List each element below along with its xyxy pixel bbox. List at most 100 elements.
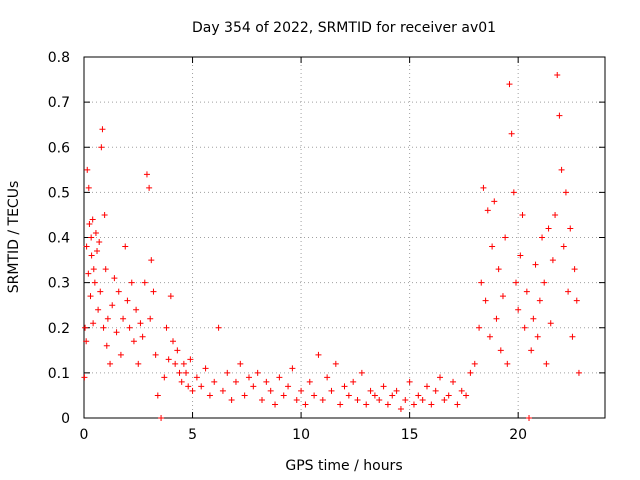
- data-point: [293, 396, 300, 403]
- data-point: [482, 297, 489, 304]
- data-point: [126, 324, 133, 331]
- data-point: [480, 184, 487, 191]
- data-point: [319, 396, 326, 403]
- data-point: [185, 383, 192, 390]
- data-point: [87, 293, 94, 300]
- data-point: [96, 239, 103, 246]
- data-point: [560, 243, 567, 250]
- data-point: [467, 369, 474, 376]
- data-point: [573, 297, 580, 304]
- data-point: [198, 383, 205, 390]
- data-point: [415, 392, 422, 399]
- x-tick-label: 5: [188, 427, 197, 443]
- y-tick-label: 0.3: [48, 276, 70, 292]
- data-point: [489, 243, 496, 250]
- grid: [84, 57, 605, 418]
- data-point: [211, 378, 218, 385]
- y-tick-label: 0.1: [48, 366, 70, 382]
- data-point: [202, 365, 209, 372]
- data-point: [539, 234, 546, 241]
- data-point: [137, 320, 144, 327]
- data-point: [454, 401, 461, 408]
- data-point: [237, 360, 244, 367]
- data-point: [478, 279, 485, 286]
- data-point: [85, 270, 92, 277]
- data-point: [83, 338, 90, 345]
- x-axis-label: GPS time / hours: [285, 458, 402, 474]
- x-tick-label: 0: [80, 427, 89, 443]
- data-point: [89, 216, 96, 223]
- data-point: [569, 333, 576, 340]
- data-point: [167, 293, 174, 300]
- data-point: [104, 315, 111, 322]
- data-point: [86, 220, 93, 227]
- data-point: [332, 360, 339, 367]
- data-point: [148, 257, 155, 264]
- data-point: [437, 374, 444, 381]
- data-point: [174, 347, 181, 354]
- data-point: [445, 392, 452, 399]
- data-point: [178, 378, 185, 385]
- data-point: [163, 324, 170, 331]
- data-point: [328, 387, 335, 394]
- data-point: [556, 112, 563, 119]
- data-point: [515, 306, 522, 313]
- data-point: [486, 333, 493, 340]
- data-point: [100, 324, 107, 331]
- data-point: [146, 184, 153, 191]
- data-point: [410, 401, 417, 408]
- data-point: [285, 383, 292, 390]
- data-point: [101, 211, 108, 218]
- data-point: [521, 324, 528, 331]
- data-point: [103, 342, 110, 349]
- data-point: [154, 392, 161, 399]
- data-point: [552, 211, 559, 218]
- y-tick-label: 0.4: [48, 231, 70, 247]
- data-point: [90, 320, 97, 327]
- data-point: [315, 351, 322, 358]
- data-point: [547, 320, 554, 327]
- data-point: [311, 392, 318, 399]
- y-tick-label: 0.2: [48, 321, 70, 337]
- data-point: [419, 396, 426, 403]
- data-point: [241, 392, 248, 399]
- data-point: [176, 369, 183, 376]
- data-point: [393, 387, 400, 394]
- data-point: [397, 405, 404, 412]
- data-point: [172, 360, 179, 367]
- data-point: [276, 374, 283, 381]
- data-point: [463, 392, 470, 399]
- data-point: [512, 279, 519, 286]
- data-point: [84, 166, 91, 173]
- data-point: [567, 225, 574, 232]
- data-point: [571, 266, 578, 273]
- data-point: [92, 229, 99, 236]
- data-point: [534, 333, 541, 340]
- data-point: [302, 401, 309, 408]
- data-point: [428, 401, 435, 408]
- data-point: [250, 383, 257, 390]
- data-point: [389, 392, 396, 399]
- data-point: [543, 360, 550, 367]
- data-point: [476, 324, 483, 331]
- data-point: [337, 401, 344, 408]
- data-point: [113, 329, 120, 336]
- data-point: [541, 279, 548, 286]
- data-point: [187, 356, 194, 363]
- x-tick-label: 20: [509, 427, 527, 443]
- data-point: [545, 225, 552, 232]
- data-point: [289, 365, 296, 372]
- data-point: [530, 315, 537, 322]
- data-point: [120, 315, 127, 322]
- data-point: [245, 374, 252, 381]
- data-point: [272, 401, 279, 408]
- data-point: [508, 130, 515, 137]
- data-point: [139, 333, 146, 340]
- data-point: [165, 356, 172, 363]
- data-point: [94, 248, 101, 255]
- data-point: [91, 279, 98, 286]
- data-points: [81, 72, 582, 421]
- data-point: [536, 297, 543, 304]
- data-point: [458, 387, 465, 394]
